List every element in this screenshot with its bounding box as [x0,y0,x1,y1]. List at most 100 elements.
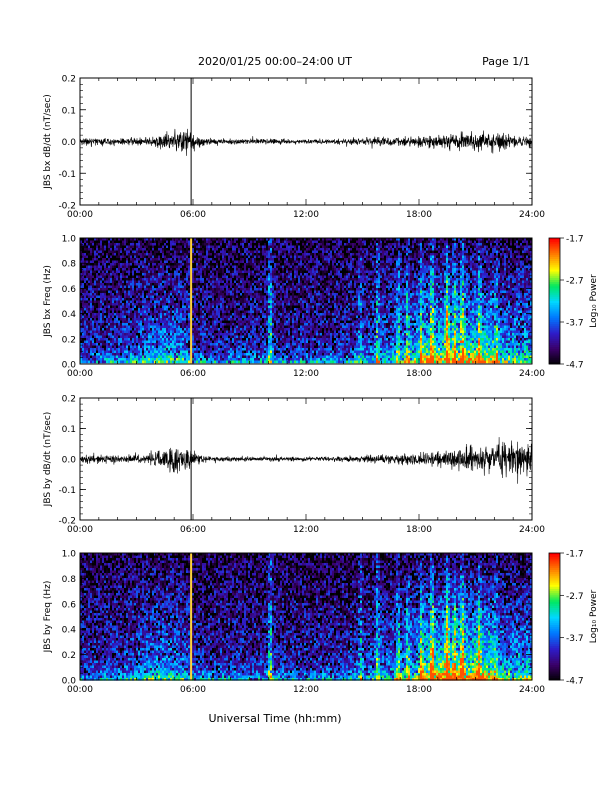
spectrogram-cell [176,253,178,256]
spectrogram-cell [202,253,204,256]
spectrogram-cell [222,326,224,329]
spectrogram-cell [90,281,92,284]
spectrogram-cell [92,328,94,331]
spectrogram-cell [196,358,198,361]
spectrogram-cell [248,258,250,261]
spectrogram-cell [142,311,144,314]
spectrogram-cell [152,278,154,281]
spectrogram-cell [242,301,244,304]
spectrogram-cell [180,251,182,254]
spectrogram-cell [202,323,204,326]
spectrogram-cell [108,281,110,284]
spectrogram-cell [240,273,242,276]
spectrogram-cell [154,298,156,301]
spectrogram-cell [156,293,158,296]
spectrogram-cell [112,296,114,299]
spectrogram-cell [256,311,258,314]
spectrogram-cell [82,271,84,274]
spectrogram-cell [106,348,108,351]
spectrogram-cell [142,273,144,276]
spectrogram-cell [86,301,88,304]
spectrogram-cell [138,356,140,359]
spectrogram-cell [236,286,238,289]
spectrogram-cell [272,358,274,361]
spectrogram-cell [106,273,108,276]
spectrogram-cell [218,266,220,269]
spectrogram-cell [214,313,216,316]
spectrogram-cell [104,323,106,326]
spectrogram-cell [252,291,254,294]
spectrogram-cell [150,291,152,294]
spectrogram-cell [230,263,232,266]
spectrogram-cell [234,303,236,306]
spectrogram-cell [120,326,122,329]
spectrogram-cell [258,278,260,281]
spectrogram-cell [142,323,144,326]
spectrogram-cell [104,251,106,254]
spectrogram-cell [274,276,276,279]
spectrogram-cell [210,283,212,286]
spectrogram-cell [184,263,186,266]
spectrogram-cell [134,276,136,279]
spectrogram-cell [140,361,142,364]
spectrogram-cell [144,303,146,306]
spectrogram-cell [218,288,220,291]
spectrogram-cell [106,278,108,281]
spectrogram-cell [206,271,208,274]
spectrogram-cell [142,326,144,329]
spectrogram-cell [132,271,134,274]
spectrogram-cell [222,318,224,321]
spectrogram-cell [128,356,130,359]
spectrogram-cell [258,313,260,316]
spectrogram-cell [238,268,240,271]
spectrogram-cell [234,301,236,304]
spectrogram-cell [124,248,126,251]
spectrogram-cell [258,281,260,284]
spectrogram-cell [140,248,142,251]
spectrogram-cell [96,318,98,321]
spectrogram-cell [264,291,266,294]
spectrogram-cell [224,296,226,299]
spectrogram-cell [240,263,242,266]
spectrogram-cell [90,283,92,286]
spectrogram-cell [112,311,114,314]
spectrogram-cell [106,333,108,336]
spectrogram-cell [136,298,138,301]
spectrogram-cell [124,306,126,309]
spectrogram-cell [130,276,132,279]
spectrogram-cell [228,303,230,306]
spectrogram-cell [166,241,168,244]
spectrogram-cell [244,256,246,259]
spectrogram-cell [164,276,166,279]
spectrogram-cell [266,331,268,334]
spectrogram-cell [114,318,116,321]
spectrogram-cell [180,271,182,274]
spectrogram-cell [134,258,136,261]
spectrogram-cell [250,321,252,324]
spectrogram-cell [122,323,124,326]
spectrogram-cell [274,248,276,251]
spectrogram-cell [236,348,238,351]
spectrogram-cell [126,316,128,319]
spectrogram-cell [206,291,208,294]
spectrogram-cell [268,256,270,259]
spectrogram-cell [220,283,222,286]
spectrogram-cell [84,271,86,274]
spectrogram-cell [130,338,132,341]
spectrogram-cell [100,278,102,281]
spectrogram-cell [230,336,232,339]
spectrogram-cell [144,331,146,334]
spectrogram-cell [160,241,162,244]
spectrogram-cell [156,253,158,256]
spectrogram-cell [136,343,138,346]
spectrogram-cell [196,321,198,324]
spectrogram-cell [196,313,198,316]
spectrogram-cell [124,266,126,269]
spectrogram-cell [262,246,264,249]
spectrogram-cell [260,276,262,279]
spectrogram-cell [204,276,206,279]
spectrogram-cell [154,243,156,246]
spectrogram-cell [132,256,134,259]
spectrogram-cell [246,263,248,266]
spectrogram-cell [164,353,166,356]
